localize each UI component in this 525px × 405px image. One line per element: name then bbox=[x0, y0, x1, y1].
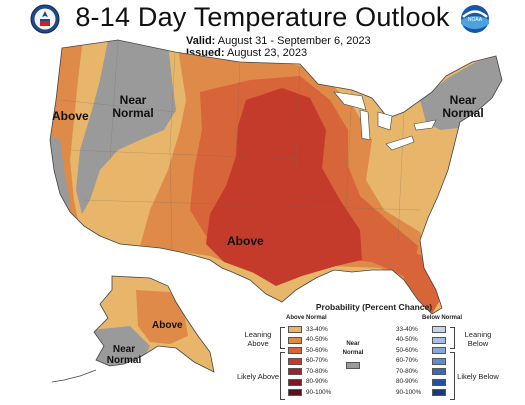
legend-below-swatch-3 bbox=[432, 357, 446, 365]
label-west-above: Above bbox=[52, 109, 89, 123]
issued-date: Issued: August 23, 2023 bbox=[186, 47, 307, 59]
legend-title: Probability (Percent Chance) bbox=[315, 302, 433, 312]
legend-above-swatch-1 bbox=[288, 336, 302, 344]
legend-below-range-5: 80-90% bbox=[396, 378, 418, 385]
legend-below-swatch-6 bbox=[432, 389, 446, 396]
legend-above-swatch-5 bbox=[288, 378, 302, 386]
issued-value: August 23, 2023 bbox=[226, 47, 308, 59]
legend-below-range-0: 33-40% bbox=[396, 325, 418, 333]
legend-below-range-4: 70-80% bbox=[396, 367, 418, 375]
label-alaska-near-normal: Near Normal bbox=[106, 344, 142, 366]
legend-leaning-below: Leaning Below bbox=[464, 330, 492, 348]
legend-above-swatch-6 bbox=[288, 389, 302, 396]
valid-label: Valid: bbox=[186, 35, 216, 47]
legend-below-swatch-2 bbox=[432, 347, 446, 354]
legend-above-range-2: 50-60% bbox=[306, 346, 328, 354]
state-borders bbox=[59, 39, 421, 251]
legend-near-swatch bbox=[346, 362, 360, 369]
legend-below-heading: Below Normal bbox=[422, 315, 463, 321]
region-central-60-70 bbox=[206, 88, 362, 286]
legend-leaning-above: Leaning Above bbox=[244, 330, 272, 348]
legend-above-swatch-4 bbox=[288, 368, 302, 375]
legend-above-range-1: 40-50% bbox=[306, 336, 328, 343]
legend-above-range-0: 33-40% bbox=[306, 325, 328, 333]
noaa-logo-text: NOAA bbox=[468, 17, 483, 23]
legend-above-heading: Above Normal bbox=[286, 315, 327, 321]
legend: Probability (Percent Chance) Above Norma… bbox=[236, 300, 512, 404]
lake-superior bbox=[333, 91, 367, 111]
label-rockies-near-normal: Near Normal bbox=[112, 93, 154, 120]
label-southcentral-above: Above bbox=[227, 234, 264, 248]
region-rockies-near-normal bbox=[76, 40, 176, 214]
aleutians bbox=[51, 369, 97, 383]
conus-outline bbox=[49, 39, 503, 315]
valid-value: August 31 - September 6, 2023 bbox=[217, 35, 371, 47]
page-title: 8-14 Day Temperature Outlook bbox=[75, 2, 450, 32]
alaska-outline bbox=[93, 275, 215, 373]
valid-dates: Valid: August 31 - September 6, 2023 bbox=[186, 35, 371, 47]
lake-erie bbox=[385, 135, 415, 151]
bracket-leaning-above bbox=[280, 327, 285, 349]
legend-likely-above: Likely Above bbox=[236, 372, 280, 381]
noaa-logo-icon: NOAA bbox=[461, 5, 489, 33]
legend-above-swatch-0 bbox=[288, 326, 302, 333]
legend-above-swatch-2 bbox=[288, 347, 302, 354]
legend-below-range-6: 90-100% bbox=[396, 388, 422, 396]
doc-seal-icon bbox=[30, 4, 60, 34]
legend-above-range-3: 60-70% bbox=[306, 357, 328, 364]
legend-below-swatch-0 bbox=[432, 326, 446, 333]
label-northeast-near-normal: Near Normal bbox=[442, 93, 484, 120]
lake-michigan bbox=[359, 109, 371, 141]
lake-ontario bbox=[413, 119, 437, 131]
legend-below-range-1: 40-50% bbox=[396, 336, 418, 343]
lake-huron bbox=[377, 111, 393, 131]
legend-near-label: Near Normal bbox=[342, 341, 364, 356]
region-alaska-40-50 bbox=[136, 290, 188, 344]
great-lakes bbox=[333, 91, 437, 151]
legend-above-range-4: 70-80% bbox=[306, 367, 328, 375]
legend-below-range-2: 50-60% bbox=[396, 346, 418, 354]
legend-below-swatch-1 bbox=[432, 336, 446, 344]
bracket-likely-below bbox=[450, 352, 455, 400]
legend-above-swatch-3 bbox=[288, 357, 302, 365]
bracket-likely-above bbox=[280, 352, 285, 400]
legend-below-range-3: 60-70% bbox=[396, 357, 418, 364]
legend-likely-below: Likely Below bbox=[457, 372, 499, 381]
legend-above-range-6: 90-100% bbox=[306, 388, 332, 396]
label-alaska-above: Above bbox=[152, 320, 183, 331]
region-northeast-near-normal bbox=[420, 54, 502, 130]
bracket-leaning-below bbox=[450, 327, 455, 349]
legend-below-swatch-4 bbox=[432, 368, 446, 375]
legend-above-range-5: 80-90% bbox=[306, 378, 328, 385]
legend-below-swatch-5 bbox=[432, 378, 446, 386]
